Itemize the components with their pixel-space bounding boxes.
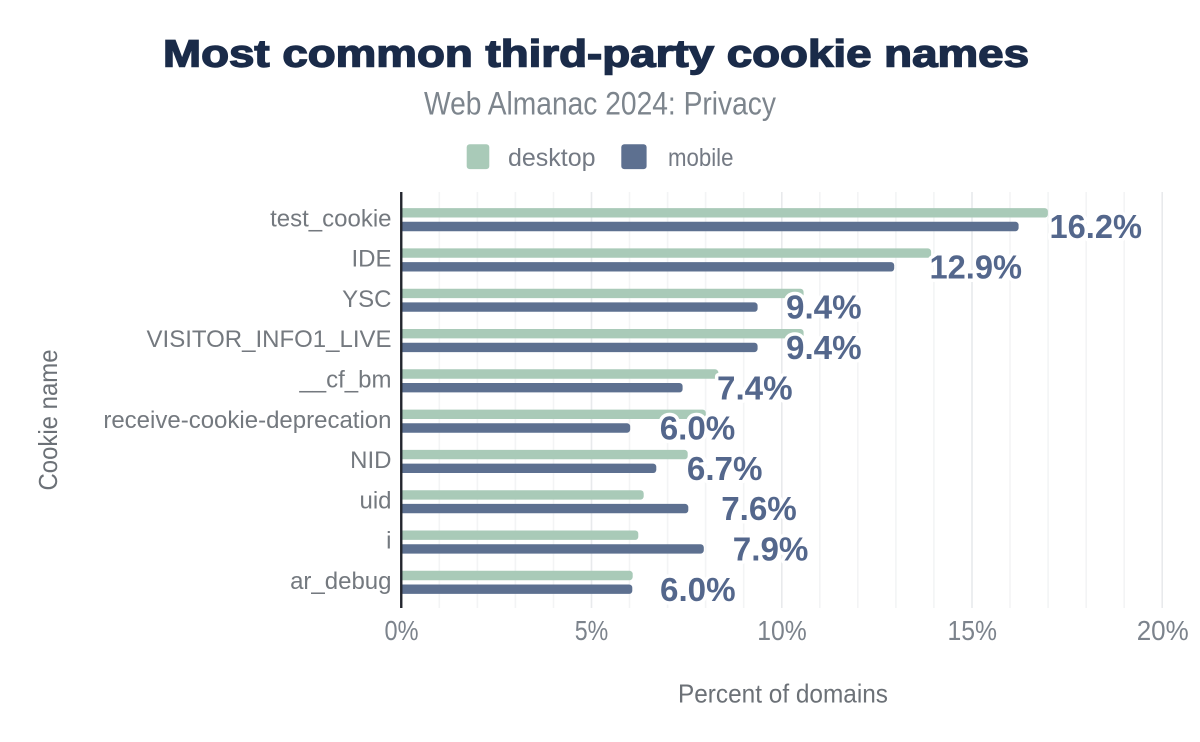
svg-text:6.7%: 6.7% bbox=[687, 451, 763, 488]
svg-text:Web Almanac 2024: Privacy: Web Almanac 2024: Privacy bbox=[424, 85, 777, 121]
svg-text:6.0%: 6.0% bbox=[660, 411, 736, 448]
svg-text:uid: uid bbox=[359, 487, 391, 514]
svg-text:i: i bbox=[386, 528, 391, 555]
svg-text:7.4%: 7.4% bbox=[717, 370, 793, 407]
svg-text:6.0%: 6.0% bbox=[660, 572, 736, 609]
svg-text:Most common third-party cookie: Most common third-party cookie names bbox=[163, 34, 1029, 76]
svg-text:15%: 15% bbox=[948, 615, 998, 646]
svg-text:mobile: mobile bbox=[668, 144, 734, 172]
svg-text:test_cookie: test_cookie bbox=[270, 205, 391, 232]
svg-text:Cookie name: Cookie name bbox=[33, 350, 63, 491]
svg-text:9.4%: 9.4% bbox=[786, 330, 862, 367]
svg-text:Percent of domains: Percent of domains bbox=[678, 679, 888, 709]
svg-text:0%: 0% bbox=[385, 615, 419, 646]
svg-text:desktop: desktop bbox=[508, 144, 596, 172]
svg-text:NID: NID bbox=[350, 447, 391, 474]
svg-text:9.4%: 9.4% bbox=[786, 290, 862, 327]
svg-text:YSC: YSC bbox=[342, 286, 391, 313]
svg-text:receive-cookie-deprecation: receive-cookie-deprecation bbox=[103, 407, 391, 434]
svg-text:16.2%: 16.2% bbox=[1050, 209, 1143, 246]
svg-text:IDE: IDE bbox=[351, 246, 391, 273]
svg-text:12.9%: 12.9% bbox=[930, 249, 1023, 286]
svg-text:7.9%: 7.9% bbox=[733, 532, 809, 569]
svg-text:20%: 20% bbox=[1137, 615, 1189, 646]
svg-text:7.6%: 7.6% bbox=[721, 491, 797, 528]
svg-text:__cf_bm: __cf_bm bbox=[298, 367, 391, 394]
svg-text:ar_debug: ar_debug bbox=[290, 568, 391, 595]
svg-text:10%: 10% bbox=[757, 615, 807, 646]
svg-text:5%: 5% bbox=[575, 615, 609, 646]
svg-text:VISITOR_INFO1_LIVE: VISITOR_INFO1_LIVE bbox=[147, 326, 392, 353]
